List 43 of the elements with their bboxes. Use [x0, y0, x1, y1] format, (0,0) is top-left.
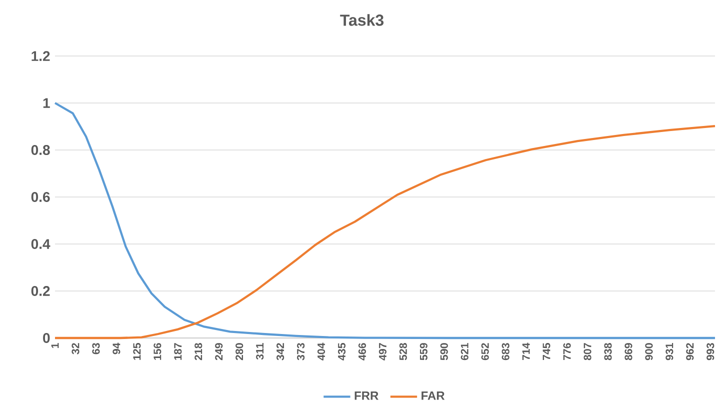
legend-label: FRR	[354, 391, 378, 400]
x-tick-label: 435	[338, 342, 346, 360]
legend-label: FAR	[422, 391, 445, 400]
y-tick-label: 0.4	[31, 238, 50, 249]
y-tick-label: 0.8	[31, 144, 50, 155]
x-tick-label: 1	[51, 342, 59, 348]
x-tick-label: 187	[174, 343, 182, 360]
x-tick-label: 497	[378, 343, 386, 360]
x-tick-label: 838	[604, 342, 612, 360]
x-tick-label: 466	[358, 343, 366, 360]
y-tick-label: 0.2	[31, 286, 50, 296]
x-tick-label: 528	[399, 342, 407, 360]
x-tick-label: 683	[502, 343, 510, 360]
x-tick-label: 807	[584, 343, 592, 360]
x-tick-label: 373	[296, 343, 305, 360]
chart-title: Task3	[340, 14, 384, 26]
x-tick-label: 311	[256, 342, 264, 360]
x-tick-label: 94	[112, 342, 120, 354]
x-tick-label: 900	[645, 343, 653, 360]
x-tick-label: 869	[624, 343, 632, 360]
x-tick-label: 993	[706, 343, 714, 360]
x-tick-label: 63	[92, 343, 100, 354]
x-tick-label: 32	[72, 343, 80, 354]
x-tick-label: 249	[215, 343, 223, 360]
x-tick-label: 590	[440, 343, 448, 360]
x-tick-label: 342	[276, 343, 284, 360]
x-tick-label: 962	[686, 343, 694, 360]
x-tick-label: 714	[522, 342, 530, 360]
x-tick-label: 125	[133, 342, 141, 360]
x-tick-label: 156	[154, 343, 162, 360]
x-tick-label: 559	[420, 343, 428, 360]
y-tick-label: 0	[43, 332, 50, 343]
y-tick-label: 1.2	[32, 51, 50, 61]
x-tick-label: 745	[542, 342, 550, 360]
y-tick-label: 0.6	[31, 192, 50, 202]
x-tick-label: 931	[666, 342, 674, 360]
x-tick-label: 652	[481, 343, 489, 360]
x-tick-label: 404	[317, 342, 326, 360]
x-tick-label: 621	[460, 342, 468, 360]
x-tick-label: 280	[236, 343, 244, 360]
y-tick-label: 1	[43, 98, 50, 108]
x-tick-label: 218	[194, 342, 202, 360]
x-tick-label: 776	[563, 343, 571, 360]
